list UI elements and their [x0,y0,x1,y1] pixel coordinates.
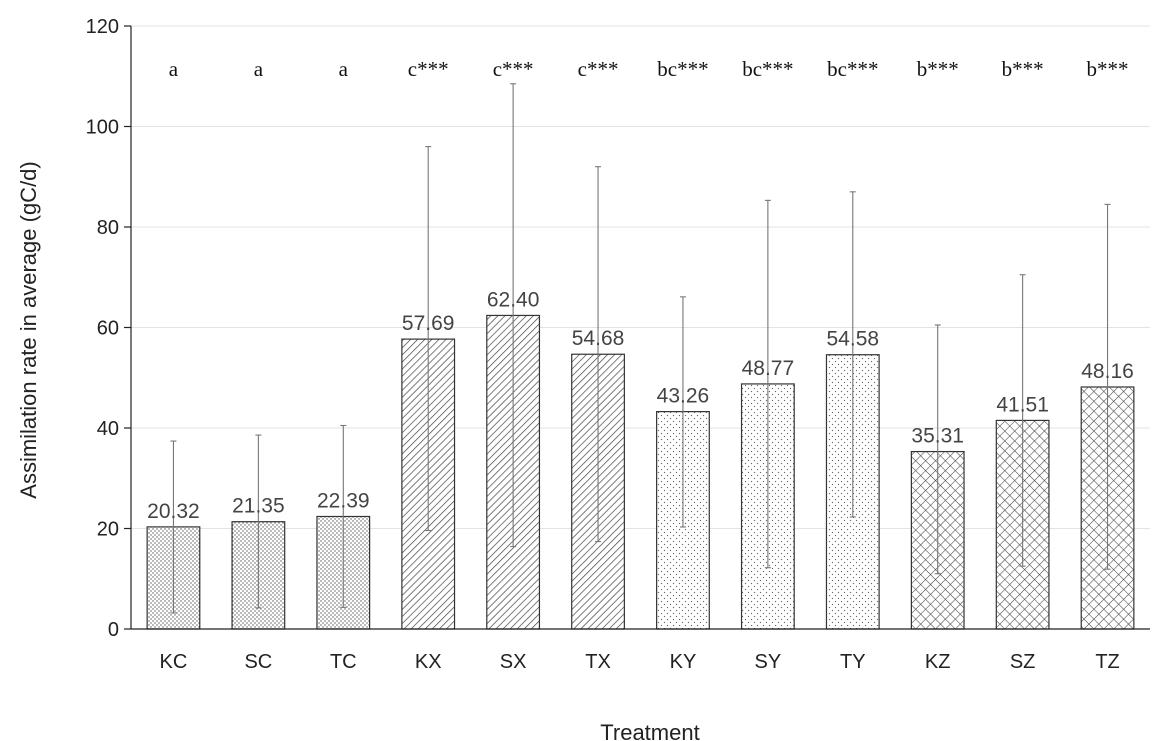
value-label-sz: 41.51 [996,393,1049,416]
x-tick-label-ty: TY [840,651,866,673]
value-label-tz: 48.16 [1081,360,1134,383]
y-tick-label: 80 [97,217,119,239]
value-label-ty: 54.58 [827,328,880,351]
value-label-sx: 62.40 [487,288,540,311]
x-tick-label-sc: SC [244,651,272,673]
value-labels: 20.32 21.35 22.39 57.69 62.40 54.68 43.26 48.77… [147,288,1134,522]
significance-label-sz: b*** [1002,57,1044,81]
y-tick-label: 20 [97,519,119,541]
value-label-kx: 57.69 [402,312,455,335]
x-tick-label-kx: KX [415,651,442,673]
x-tick-label-tx: TX [585,651,611,673]
x-tick-label-sy: SY [755,651,782,673]
significance-label-kc: a [169,57,179,81]
significance-label-ty: bc*** [827,57,878,81]
value-label-tc: 22.39 [317,489,370,512]
gridlines [131,25,1150,529]
y-axis-title: Assimilation rate in average (gC/d) [16,161,41,498]
x-ticks: KC SC TC KX SX TX KY SY TY KZ SZ TZ [160,651,1120,673]
significance-label-sx: c*** [493,57,534,81]
x-tick-label-tc: TC [330,651,357,673]
significance-label-tx: c*** [578,57,619,81]
significance-label-tz: b*** [1087,57,1129,81]
y-tick-label: 100 [86,117,119,139]
significance-labels: a a a c*** c*** c*** bc*** bc*** bc*** b*** b*** b*… [169,57,1129,81]
y-tick-label: 0 [108,619,119,641]
value-label-kz: 35.31 [911,425,964,448]
x-axis-title: Treatment [600,720,699,741]
significance-label-tc: a [339,57,349,81]
x-tick-label-kc: KC [160,651,188,673]
x-tick-label-ky: KY [670,651,697,673]
significance-label-kx: c*** [408,57,449,81]
error-bars [170,83,1111,614]
x-tick-label-sx: SX [500,651,527,673]
value-label-sc: 21.35 [232,495,285,518]
y-tick-label: 120 [86,16,119,38]
y-tick-label: 40 [97,418,119,440]
value-label-tx: 54.68 [572,327,625,350]
significance-label-kz: b*** [917,57,959,81]
value-label-kc: 20.32 [147,500,200,523]
y-ticks: 0 20 40 60 80 100 120 [86,16,131,641]
x-tick-label-kz: KZ [925,651,951,673]
x-tick-label-tz: TZ [1095,651,1119,673]
significance-label-sc: a [254,57,264,81]
value-label-ky: 43.26 [657,385,710,408]
value-label-sy: 48.77 [742,357,795,380]
bars [146,314,1135,630]
significance-label-ky: bc*** [657,57,708,81]
x-tick-label-sz: SZ [1010,651,1036,673]
y-tick-label: 60 [97,318,119,340]
significance-label-sy: bc*** [742,57,793,81]
